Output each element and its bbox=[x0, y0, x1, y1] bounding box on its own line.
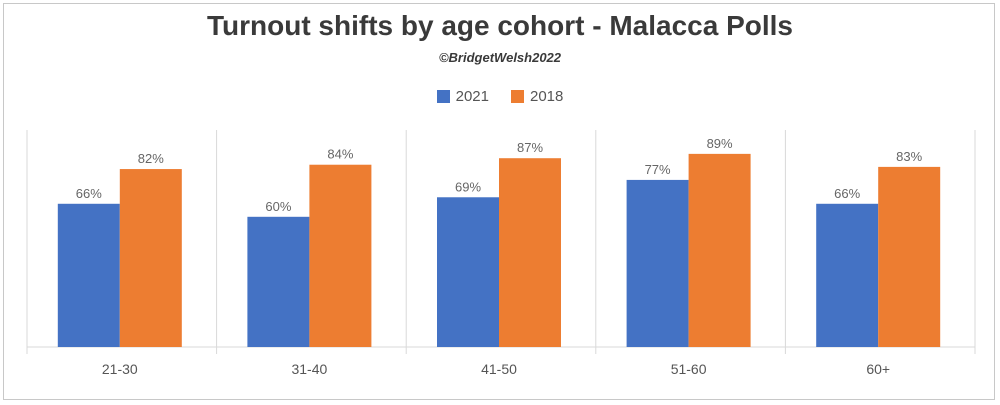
bar-2021-21-30 bbox=[57, 203, 120, 347]
data-label-2018-31-40: 84% bbox=[327, 147, 353, 162]
x-tick-label-51-60: 51-60 bbox=[671, 361, 707, 377]
chart-legend: 2021 2018 bbox=[0, 88, 1000, 105]
legend-item-2018: 2018 bbox=[511, 88, 563, 105]
data-label-2021-41-50: 69% bbox=[455, 179, 481, 194]
data-label-2018-41-50: 87% bbox=[517, 140, 543, 155]
bar-2018-60+ bbox=[878, 166, 941, 347]
bar-2021-31-40 bbox=[247, 216, 310, 347]
bar-2021-51-60 bbox=[626, 179, 689, 347]
x-tick-label-21-30: 21-30 bbox=[102, 361, 138, 377]
bar-2021-41-50 bbox=[437, 197, 499, 347]
chart-title: Turnout shifts by age cohort - Malacca P… bbox=[206, 10, 794, 41]
chart-subtitle: ©BridgetWelsh2022 bbox=[438, 50, 562, 65]
bar-2018-31-40 bbox=[309, 164, 372, 347]
legend-swatch-2018 bbox=[511, 90, 524, 103]
legend-swatch-2021 bbox=[436, 90, 450, 103]
bar-2021-60+ bbox=[816, 203, 879, 347]
x-tick-label-60+: 60+ bbox=[866, 361, 890, 377]
data-label-2021-21-30: 66% bbox=[76, 186, 102, 201]
x-tick-label-41-50: 41-50 bbox=[481, 361, 517, 377]
data-label-2018-51-60: 89% bbox=[707, 136, 733, 151]
legend-label-2021: 2021 bbox=[455, 88, 489, 105]
data-label-2018-21-30: 82% bbox=[138, 151, 164, 166]
bar-2018-41-50 bbox=[499, 158, 561, 347]
data-label-2018-60+: 83% bbox=[896, 149, 922, 164]
bar-2018-21-30 bbox=[119, 169, 182, 347]
x-tick-label-31-40: 31-40 bbox=[291, 361, 327, 377]
bar-2018-51-60 bbox=[688, 153, 751, 347]
legend-label-2018: 2018 bbox=[530, 88, 564, 105]
data-label-2021-31-40: 60% bbox=[265, 199, 291, 214]
data-label-2021-60+: 66% bbox=[834, 186, 860, 201]
legend-item-2021: 2021 bbox=[436, 88, 489, 105]
data-label-2021-51-60: 77% bbox=[645, 162, 671, 177]
